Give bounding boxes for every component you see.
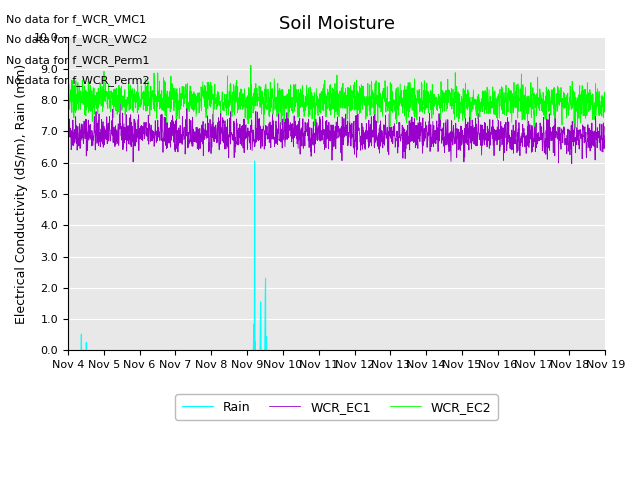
Text: No data for f_WCR_VMC1: No data for f_WCR_VMC1 (6, 14, 147, 25)
WCR_EC1 (64, 126, 72, 132)
Rain (554, 348, 562, 353)
WCR_EC2 (554, 84, 562, 90)
Rain (64, 348, 72, 353)
Rain (352, 348, 360, 353)
WCR_EC1 (568, 161, 575, 167)
WCR_EC1 (116, 96, 124, 102)
Rain (602, 348, 609, 353)
Legend: Rain, WCR_EC1, WCR_EC2: Rain, WCR_EC1, WCR_EC2 (175, 395, 498, 420)
WCR_EC1 (364, 132, 372, 138)
WCR_EC2 (247, 62, 255, 68)
WCR_EC2 (572, 125, 579, 131)
WCR_EC1 (352, 124, 360, 130)
WCR_EC2 (214, 89, 221, 95)
WCR_EC1 (570, 127, 577, 133)
WCR_EC1 (493, 128, 500, 134)
WCR_EC1 (214, 120, 222, 125)
Line: WCR_EC2: WCR_EC2 (68, 65, 605, 128)
Title: Soil Moisture: Soil Moisture (278, 15, 395, 33)
Line: Rain: Rain (68, 161, 605, 350)
Rain (214, 348, 221, 353)
WCR_EC2 (364, 81, 372, 86)
Rain (251, 158, 259, 164)
WCR_EC2 (493, 107, 500, 112)
WCR_EC1 (602, 130, 609, 135)
Rain (569, 348, 577, 353)
Text: No data for f_WCR_Perm2: No data for f_WCR_Perm2 (6, 75, 150, 86)
Text: No data for f_WCR_Perm1: No data for f_WCR_Perm1 (6, 55, 150, 66)
Rain (493, 348, 500, 353)
WCR_EC1 (554, 124, 562, 130)
WCR_EC2 (569, 100, 577, 106)
Y-axis label: Electrical Conductivity (dS/m), Rain (mm): Electrical Conductivity (dS/m), Rain (mm… (15, 64, 28, 324)
WCR_EC2 (602, 102, 609, 108)
Rain (364, 348, 372, 353)
Text: No data for f_WCR_VWC2: No data for f_WCR_VWC2 (6, 35, 148, 46)
WCR_EC2 (352, 88, 360, 94)
WCR_EC2 (64, 105, 72, 111)
Line: WCR_EC1: WCR_EC1 (68, 99, 605, 164)
